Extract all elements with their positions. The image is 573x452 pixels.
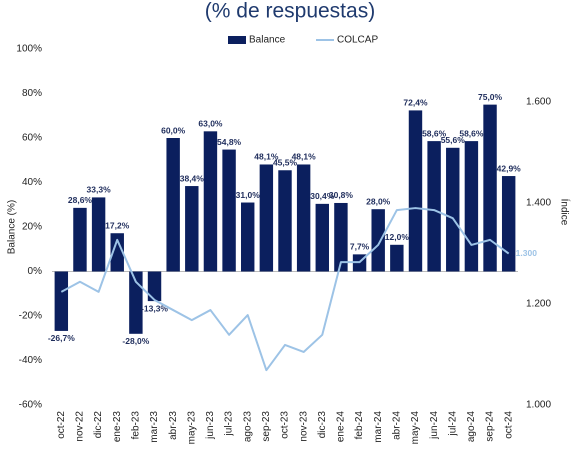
y2-tick-label: 1.600 (526, 97, 551, 108)
y-tick-label: 40% (22, 177, 42, 188)
y2-tick-label: 1.200 (526, 299, 551, 310)
legend-label: COLCAP (337, 35, 378, 46)
bar (222, 149, 236, 272)
x-tick-label: ene-24 (336, 411, 347, 443)
x-tick-label: oct-22 (56, 411, 67, 439)
y-tick-label: -60% (19, 400, 42, 411)
bar (166, 138, 180, 272)
bar (203, 131, 218, 272)
data-label: 75,0% (478, 92, 503, 102)
x-tick-label: dic-22 (93, 411, 104, 439)
x-tick-label: abr-24 (391, 411, 402, 440)
y-axis-label: Balance (%) (7, 200, 18, 254)
bar (334, 202, 348, 272)
data-label: 38,4% (180, 173, 205, 183)
x-tick-label: jul-24 (447, 411, 458, 437)
x-tick-label: sep-24 (485, 411, 496, 442)
data-label: 54,8% (217, 137, 242, 147)
data-label: 45,5% (273, 158, 298, 168)
data-label: 12,0% (385, 232, 410, 242)
data-label: 58,6% (422, 128, 447, 138)
y2-axis-label: Índice (558, 199, 571, 226)
x-tick-label: oct-24 (503, 411, 514, 439)
y2-tick-label: 1.000 (526, 400, 551, 411)
bar (147, 271, 162, 302)
data-label: -13,3% (141, 303, 168, 313)
x-tick-label: dic-23 (317, 411, 328, 439)
bar (390, 244, 404, 272)
data-label: 72,4% (403, 98, 428, 108)
data-label: 48,1% (254, 152, 279, 162)
bar (483, 104, 497, 272)
bar (501, 176, 516, 272)
bar (259, 164, 274, 272)
bar (110, 233, 124, 272)
bar (54, 271, 69, 331)
bar (371, 209, 385, 272)
x-tick-label: jun-23 (205, 411, 216, 440)
data-label: 17,2% (105, 220, 130, 230)
bar (185, 186, 199, 272)
x-tick-label: feb-23 (131, 411, 142, 440)
data-label: -28,0% (122, 336, 149, 346)
data-label: 33,3% (87, 185, 112, 195)
x-tick-label: nov-22 (75, 411, 86, 442)
data-label: 55,6% (441, 135, 466, 145)
y-tick-label: 80% (22, 88, 42, 99)
bar (427, 141, 441, 272)
y-tick-label: 60% (22, 133, 42, 144)
y-tick-label: 0% (28, 266, 43, 277)
x-tick-label: feb-24 (354, 411, 365, 440)
bar (464, 141, 479, 272)
bar (408, 110, 423, 272)
bar (315, 203, 329, 272)
bar (129, 271, 143, 334)
x-tick-label: ene-23 (112, 411, 123, 443)
x-tick-label: nov-23 (298, 411, 309, 442)
x-tick-label: jul-23 (224, 411, 235, 437)
x-tick-label: may-23 (186, 411, 197, 445)
y-tick-label: 100% (16, 44, 42, 55)
y-tick-label: -20% (19, 311, 42, 322)
x-tick-label: oct-23 (280, 411, 291, 439)
x-tick-label: ago-24 (466, 411, 477, 443)
data-label: -26,7% (48, 333, 75, 343)
x-tick-label: mar-24 (373, 411, 384, 443)
x-tick-label: abr-23 (168, 411, 179, 440)
data-label: 58,6% (459, 128, 484, 138)
x-tick-label: sep-23 (261, 411, 272, 442)
x-tick-label: jun-24 (429, 411, 440, 440)
line (60, 207, 510, 372)
data-label: 30,4% (310, 191, 335, 201)
data-label: 28,0% (366, 196, 391, 206)
bar (73, 207, 87, 272)
x-tick-label: may-24 (410, 411, 421, 445)
data-label: 63,0% (198, 119, 223, 129)
legend-label: Balance (249, 35, 286, 46)
data-label: 28,6% (68, 195, 93, 205)
x-tick-label: mar-23 (149, 411, 160, 443)
data-label: 60,0% (161, 125, 186, 135)
line-label: 1.300 (516, 248, 538, 258)
bar (241, 202, 255, 272)
data-label: 48,1% (292, 152, 317, 162)
bar (91, 197, 106, 272)
x-tick-label: ago-23 (242, 411, 253, 443)
data-label: 42,9% (497, 163, 522, 173)
y-tick-label: -40% (19, 355, 42, 366)
chart-title: (% de respuestas) (205, 0, 375, 23)
bar (296, 164, 311, 272)
data-label: 7,7% (350, 242, 370, 252)
y-tick-label: 20% (22, 222, 42, 233)
data-label: 31,0% (236, 190, 261, 200)
bar (446, 147, 460, 272)
legend-swatch (228, 36, 246, 44)
y2-tick-label: 1.400 (526, 198, 551, 209)
data-label: 30,8% (329, 190, 354, 200)
bar (278, 170, 292, 272)
